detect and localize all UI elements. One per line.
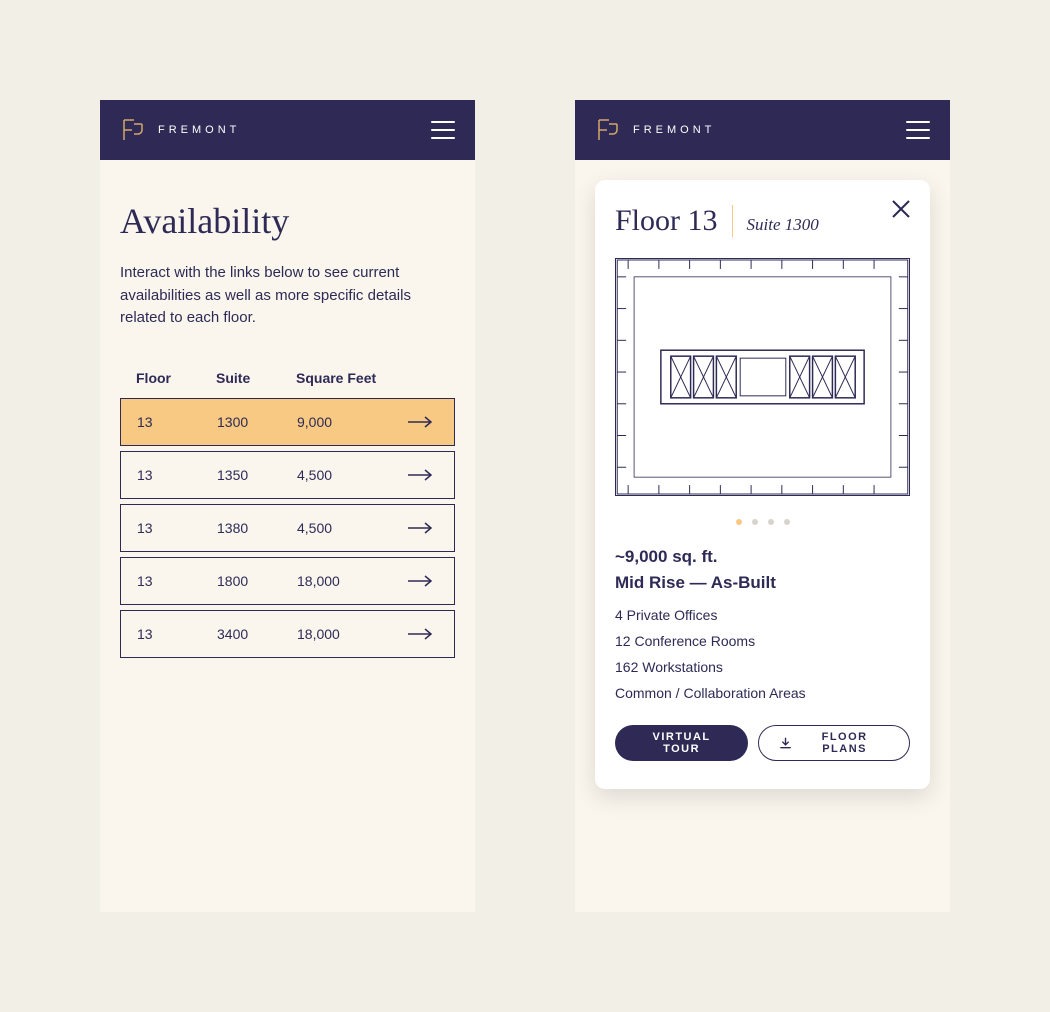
col-header-sqft: Square Feet — [296, 370, 409, 386]
arrow-right-icon — [408, 416, 438, 428]
suite-detail-card: Floor 13 Suite 1300 ~9,000 sq. ft. Mid R… — [595, 180, 930, 789]
arrow-right-icon — [408, 575, 438, 587]
cell-sqft: 9,000 — [297, 414, 408, 430]
pager-dot[interactable] — [752, 519, 758, 525]
cell-floor: 13 — [137, 467, 217, 483]
table-row[interactable]: 13340018,000 — [120, 610, 455, 658]
cell-suite: 1350 — [217, 467, 297, 483]
cell-suite: 3400 — [217, 626, 297, 642]
floorplan-image — [615, 258, 910, 496]
table-row[interactable]: 1313504,500 — [120, 451, 455, 499]
cell-sqft: 18,000 — [297, 626, 408, 642]
cell-sqft: 18,000 — [297, 573, 408, 589]
close-icon[interactable] — [890, 198, 912, 220]
page-title: Availability — [120, 200, 455, 242]
pager-dot[interactable] — [736, 519, 742, 525]
arrow-right-icon — [408, 469, 438, 481]
table-row[interactable]: 13180018,000 — [120, 557, 455, 605]
table-row[interactable]: 1313804,500 — [120, 504, 455, 552]
feature-item: 12 Conference Rooms — [615, 633, 910, 649]
cell-floor: 13 — [137, 573, 217, 589]
cell-suite: 1300 — [217, 414, 297, 430]
detail-title: Floor 13 Suite 1300 — [615, 204, 910, 238]
brand-logo[interactable]: FREMONT — [120, 116, 240, 144]
phone-availability: FREMONT Availability Interact with the l… — [100, 100, 475, 912]
cell-floor: 13 — [137, 520, 217, 536]
page-description: Interact with the links below to see cur… — [120, 262, 455, 330]
feature-item: Common / Collaboration Areas — [615, 685, 910, 701]
col-header-suite: Suite — [216, 370, 296, 386]
detail-suite-label: Suite 1300 — [747, 215, 819, 235]
floor-plans-label: FLOOR PLANS — [800, 731, 889, 755]
cell-sqft: 4,500 — [297, 467, 408, 483]
menu-icon[interactable] — [906, 121, 930, 139]
arrow-right-icon — [408, 628, 438, 640]
detail-floor-label: Floor 13 — [615, 204, 718, 238]
feature-item: 4 Private Offices — [615, 607, 910, 623]
pager-dot[interactable] — [768, 519, 774, 525]
table-row[interactable]: 1313009,000 — [120, 398, 455, 446]
cell-sqft: 4,500 — [297, 520, 408, 536]
col-header-floor: Floor — [136, 370, 216, 386]
cell-suite: 1380 — [217, 520, 297, 536]
download-icon — [779, 736, 792, 750]
pager-dot[interactable] — [784, 519, 790, 525]
cell-floor: 13 — [137, 626, 217, 642]
header: FREMONT — [575, 100, 950, 160]
floor-plans-button[interactable]: FLOOR PLANS — [758, 725, 910, 761]
cell-suite: 1800 — [217, 573, 297, 589]
logo-mark-icon — [595, 116, 623, 144]
brand-name: FREMONT — [158, 124, 240, 136]
carousel-pager — [615, 519, 910, 525]
cell-floor: 13 — [137, 414, 217, 430]
header: FREMONT — [100, 100, 475, 160]
brand-logo[interactable]: FREMONT — [595, 116, 715, 144]
availability-table: 1313009,0001313504,5001313804,5001318001… — [120, 398, 455, 658]
availability-content: Availability Interact with the links bel… — [100, 160, 475, 683]
table-header: Floor Suite Square Feet — [120, 370, 455, 398]
feature-list: 4 Private Offices 12 Conference Rooms 162 … — [615, 607, 910, 701]
brand-name: FREMONT — [633, 124, 715, 136]
phone-detail: FREMONT Floor 13 Suite 1300 ~9,000 sq. f… — [575, 100, 950, 912]
virtual-tour-label: VIRTUAL TOUR — [635, 731, 728, 755]
feature-item: 162 Workstations — [615, 659, 910, 675]
action-buttons: VIRTUAL TOUR FLOOR PLANS — [615, 725, 910, 761]
arrow-right-icon — [408, 522, 438, 534]
logo-mark-icon — [120, 116, 148, 144]
title-divider — [732, 205, 733, 237]
spec-sqft: ~9,000 sq. ft. — [615, 547, 910, 567]
menu-icon[interactable] — [431, 121, 455, 139]
virtual-tour-button[interactable]: VIRTUAL TOUR — [615, 725, 748, 761]
spec-type: Mid Rise — As-Built — [615, 573, 910, 593]
